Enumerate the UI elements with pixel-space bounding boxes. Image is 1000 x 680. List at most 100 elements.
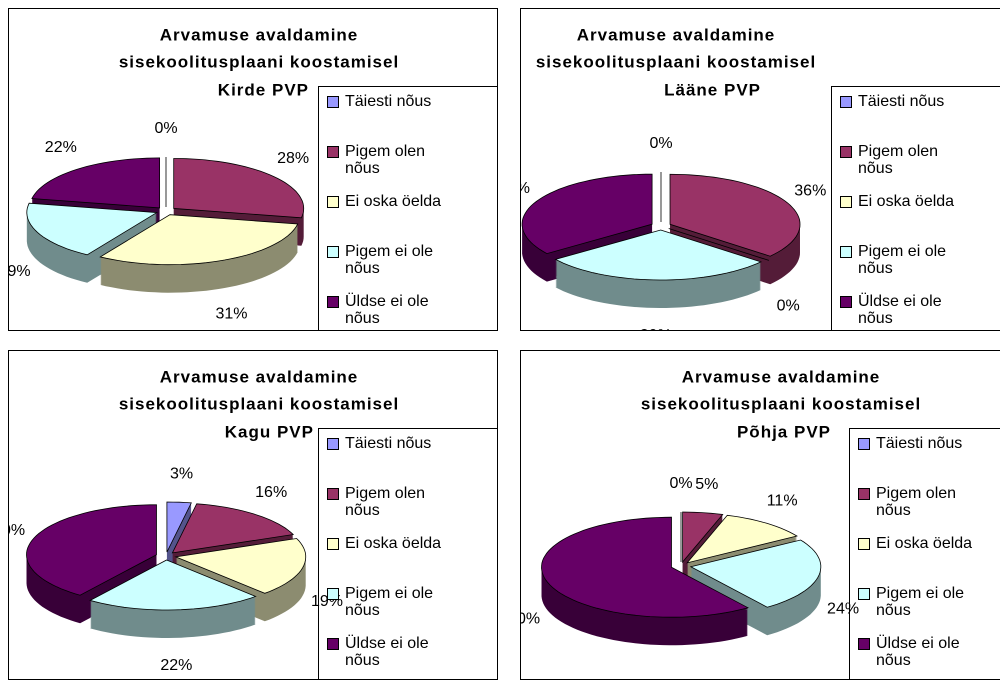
chart-subtitle: Lääne PVP xyxy=(664,80,761,99)
slice xyxy=(174,538,307,594)
legend-label: Pigem ei ole nõus xyxy=(858,243,947,277)
legend-entry: Täiesti nõus xyxy=(327,435,497,485)
legend-label: Pigem olen nõus xyxy=(345,485,426,519)
data-label: 16% xyxy=(255,484,287,501)
chart-title: sisekoolitusplaani koostamisel xyxy=(119,52,399,71)
legend-entry: Pigem olen nõus xyxy=(327,485,497,535)
legend-entry: Pigem olen nõus xyxy=(840,143,1000,193)
chart: Arvamuse avaldamine sisekoolitusplaani ko… xyxy=(9,25,399,322)
slice xyxy=(171,503,295,554)
legend-swatch xyxy=(858,488,870,500)
chart-title: sisekoolitusplaani koostamisel xyxy=(536,52,816,71)
legend-entry: Pigem ei ole nõus xyxy=(327,585,497,635)
legend-entry: Täiesti nõus xyxy=(858,435,1000,485)
legend: Täiesti nõus Pigem olen nõus Ei oska öelda… xyxy=(831,86,1000,330)
legend-swatch xyxy=(840,246,852,258)
slice xyxy=(89,559,257,611)
legend-swatch xyxy=(327,196,339,208)
legend-entry: Pigem olen nõus xyxy=(858,485,1000,535)
data-label: 22% xyxy=(45,139,77,156)
legend-entry: Üldse ei ole nõus xyxy=(327,635,497,679)
slice xyxy=(689,539,822,608)
chart: Arvamuse avaldamine sisekoolitusplaani ko… xyxy=(521,25,826,331)
slice xyxy=(686,514,798,564)
chart-panel: Arvamuse avaldamine sisekoolitusplaani ko… xyxy=(520,8,1000,331)
legend-entry: Täiesti nõus xyxy=(840,93,1000,143)
chart-title: Arvamuse avaldamine xyxy=(160,367,359,386)
legend-swatch xyxy=(327,438,339,450)
legend-entry: Täiesti nõus xyxy=(327,93,497,143)
slice xyxy=(521,173,653,255)
legend-label: Täiesti nõus xyxy=(876,435,963,452)
data-label: 5% xyxy=(695,476,718,493)
slice xyxy=(669,173,801,257)
legend-swatch xyxy=(840,96,852,108)
legend-entry: Pigem ei ole nõus xyxy=(858,585,1000,635)
legend-label: Pigem ei ole nõus xyxy=(345,585,434,619)
legend-entry: Ei oska öelda xyxy=(327,535,497,585)
legend-swatch xyxy=(327,146,339,158)
legend-label: Pigem olen nõus xyxy=(858,143,939,177)
data-label: 36% xyxy=(794,182,826,199)
legend-entry: Üldse ei ole nõus xyxy=(840,293,1000,330)
chart-title: sisekoolitusplaani koostamisel xyxy=(641,394,921,413)
slice xyxy=(31,157,161,209)
legend-swatch xyxy=(858,588,870,600)
legend-swatch xyxy=(327,638,339,650)
legend-entry: Pigem ei ole nõus xyxy=(327,243,497,293)
slice xyxy=(26,202,159,256)
legend-entry: Ei oska öelda xyxy=(840,193,1000,243)
chart-title: Arvamuse avaldamine xyxy=(160,25,359,44)
legend-entry: Üldse ei ole nõus xyxy=(858,635,1000,679)
legend-swatch xyxy=(840,146,852,158)
legend-swatch xyxy=(327,296,339,308)
data-label: 11% xyxy=(767,492,798,509)
legend-swatch xyxy=(858,638,870,650)
chart-title: sisekoolitusplaani koostamisel xyxy=(119,394,399,413)
data-label: 35% xyxy=(521,180,530,197)
legend-label: Üldse ei ole nõus xyxy=(345,293,429,327)
data-label: 60% xyxy=(521,611,540,628)
legend-entry: Üldse ei ole nõus xyxy=(327,293,497,330)
legend-entry: Pigem ei ole nõus xyxy=(840,243,1000,293)
legend-label: Ei oska öelda xyxy=(876,535,973,552)
legend-label: Pigem ei ole nõus xyxy=(876,585,965,619)
data-label: 0% xyxy=(649,135,672,152)
data-label: 31% xyxy=(216,305,248,322)
legend-swatch xyxy=(840,196,852,208)
chart: Arvamuse avaldamine sisekoolitusplaani ko… xyxy=(9,367,399,674)
legend-swatch xyxy=(858,438,870,450)
legend: Täiesti nõus Pigem olen nõus Ei oska öelda… xyxy=(318,428,497,679)
slice xyxy=(682,511,724,564)
data-label: 3% xyxy=(170,466,193,483)
legend-label: Täiesti nõus xyxy=(345,435,432,452)
legend-label: Pigem olen nõus xyxy=(876,485,957,519)
data-label: 29% xyxy=(640,327,672,331)
chart-subtitle: Kagu PVP xyxy=(225,422,314,441)
legend-swatch xyxy=(858,538,870,550)
slice xyxy=(166,501,192,553)
legend-label: Üldse ei ole nõus xyxy=(345,635,429,669)
data-label: 22% xyxy=(160,657,192,674)
legend-label: Ei oska öelda xyxy=(345,193,442,210)
data-label: 19% xyxy=(9,263,31,280)
data-label: 0% xyxy=(154,120,177,137)
legend-label: Ei oska öelda xyxy=(345,535,442,552)
chart-panel: Arvamuse avaldamine sisekoolitusplaani ko… xyxy=(8,8,498,331)
legend: Täiesti nõus Pigem olen nõus Ei oska öelda… xyxy=(849,428,1000,679)
chart-subtitle: Põhja PVP xyxy=(737,422,831,441)
legend-label: Täiesti nõus xyxy=(345,93,432,110)
slice xyxy=(99,214,299,266)
chart-title: Arvamuse avaldamine xyxy=(682,367,881,386)
legend-entry: Ei oska öelda xyxy=(858,535,1000,585)
legend-entry: Ei oska öelda xyxy=(327,193,497,243)
legend-swatch xyxy=(327,588,339,600)
slice xyxy=(26,504,157,596)
slice xyxy=(173,158,305,219)
legend-label: Üldse ei ole nõus xyxy=(876,635,960,669)
slice xyxy=(541,516,749,618)
data-label: 0% xyxy=(669,475,692,492)
data-label: 0% xyxy=(777,297,800,314)
legend: Täiesti nõus Pigem olen nõus Ei oska öelda… xyxy=(318,86,497,330)
